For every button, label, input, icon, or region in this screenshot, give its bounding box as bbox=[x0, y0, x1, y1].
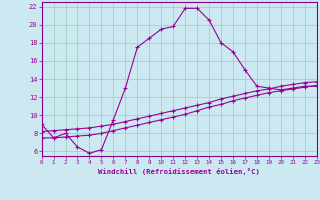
X-axis label: Windchill (Refroidissement éolien,°C): Windchill (Refroidissement éolien,°C) bbox=[98, 168, 260, 175]
